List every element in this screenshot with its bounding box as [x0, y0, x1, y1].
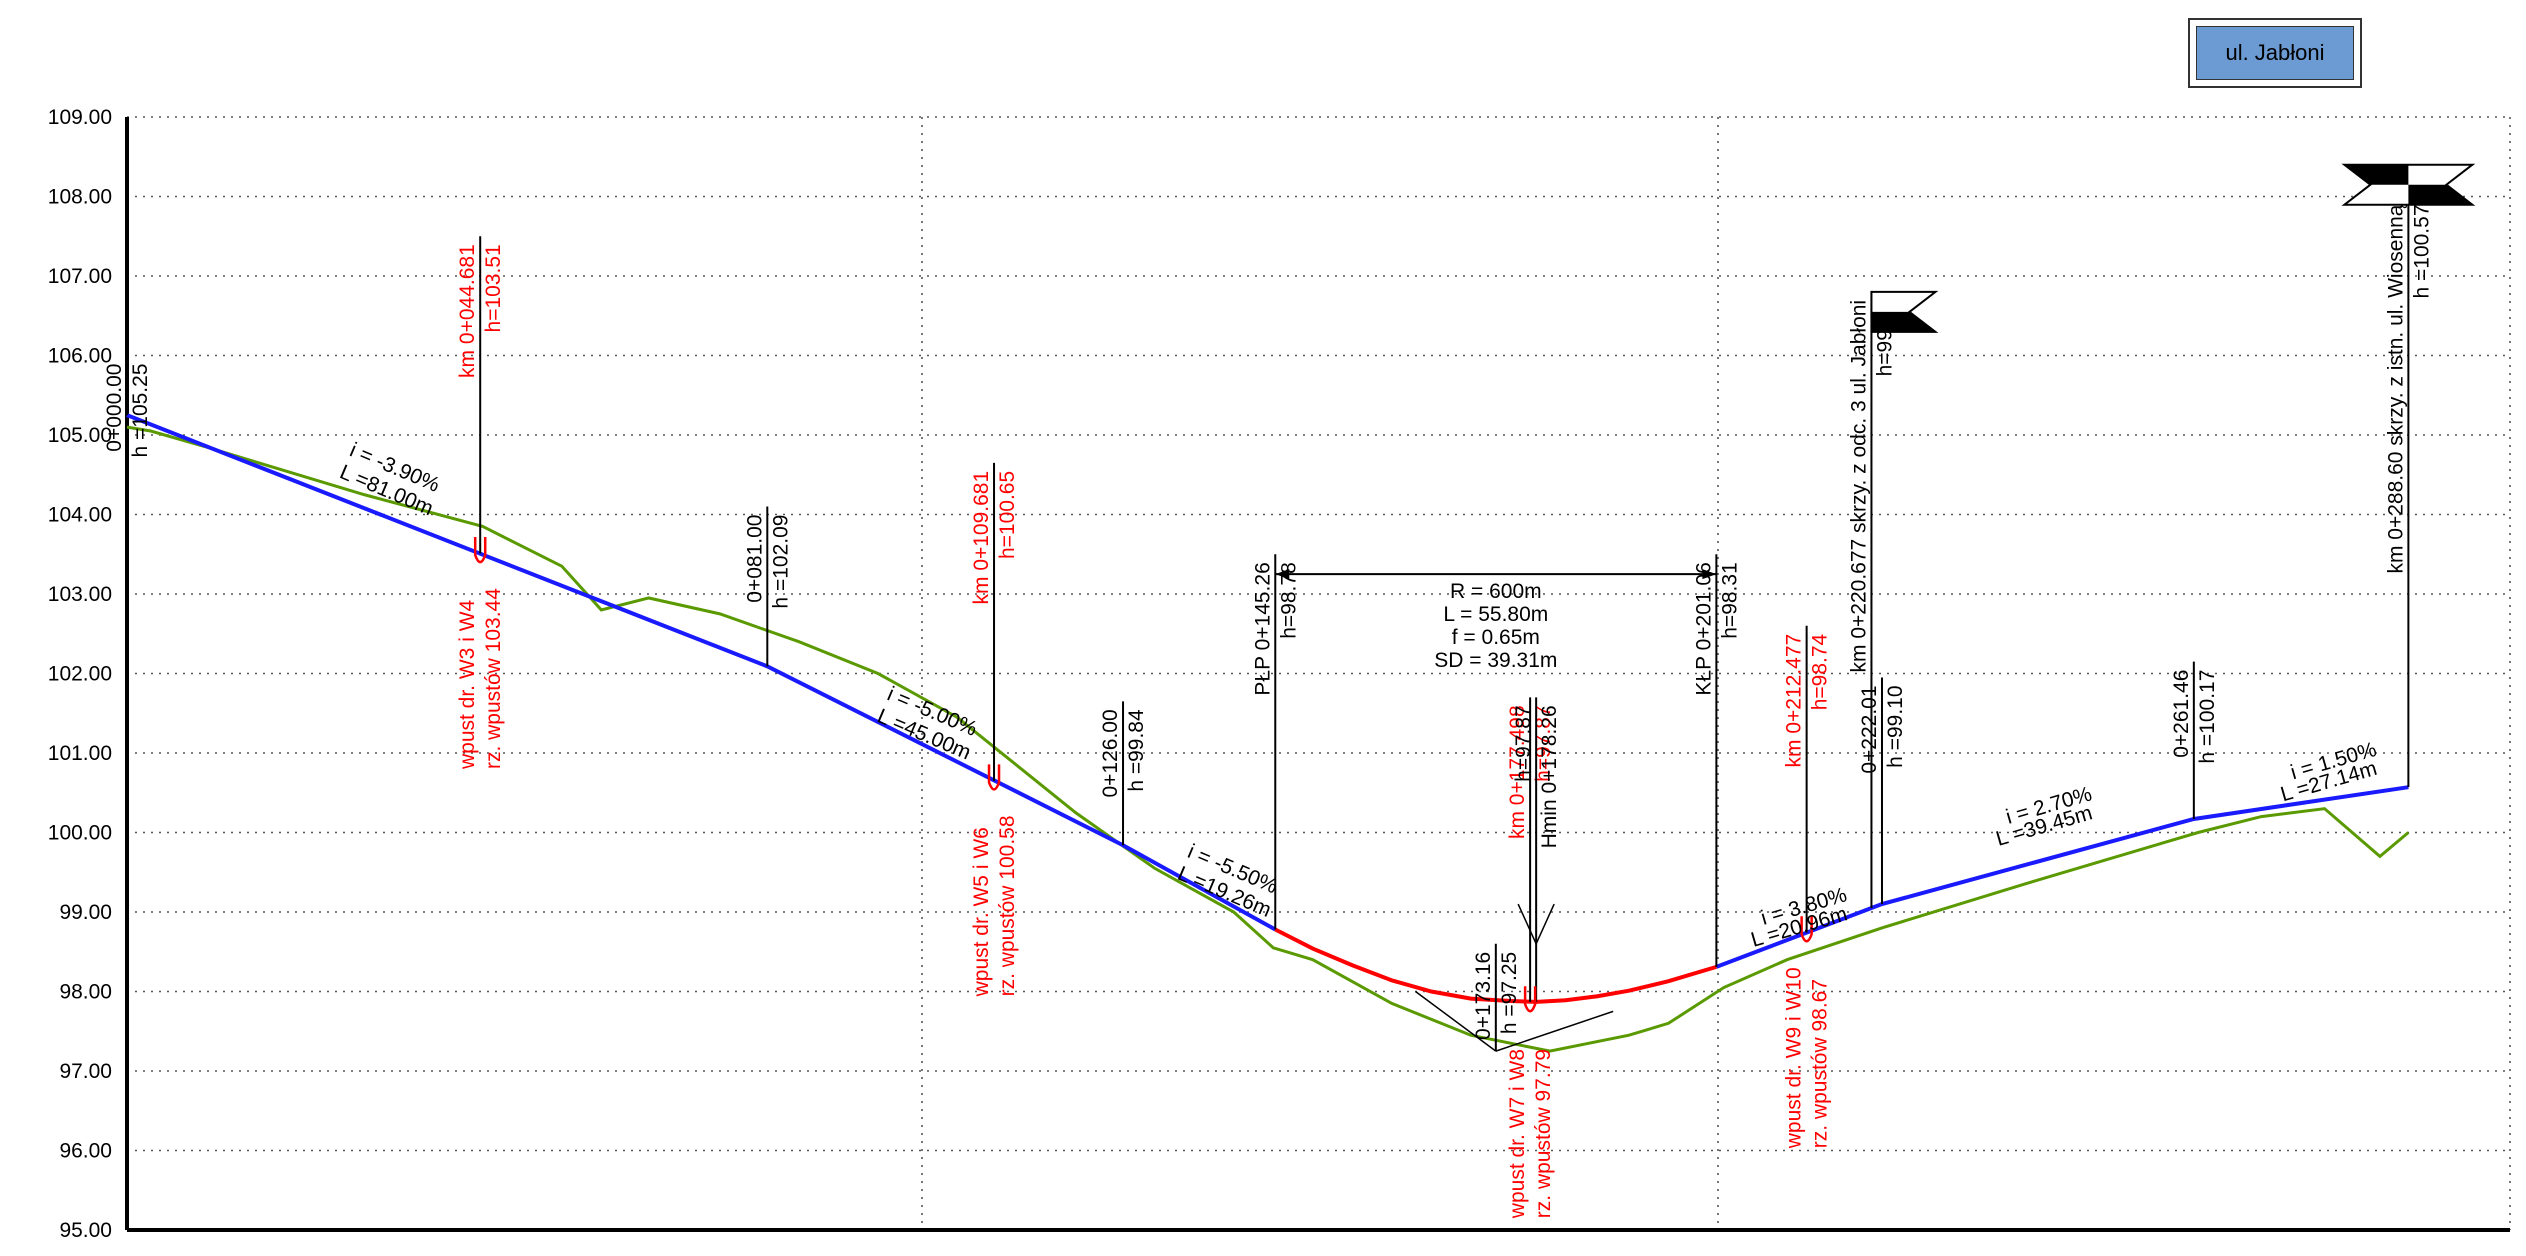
- station-height-label: h=97.87: [1532, 705, 1555, 782]
- inlet-caption: rz. wpustów 100.58: [996, 815, 1019, 996]
- station-height-label: h=98.78: [1277, 562, 1300, 639]
- station-label: km 0+044.681: [456, 244, 479, 378]
- station-height-label: h=103.51: [482, 244, 505, 332]
- series-line-design: [126, 413, 1277, 932]
- station-label: km 0+212.477: [1783, 634, 1806, 768]
- station-height-label: h =100.57: [2410, 205, 2433, 299]
- inlet-caption: wpust dr. W3 i W4: [456, 599, 479, 770]
- station-label: 0+261.46: [2170, 670, 2193, 758]
- curve-arrow-left: [1275, 569, 1290, 580]
- y-tick-label: 98.00: [59, 981, 112, 1004]
- grid: [127, 116, 2511, 1231]
- curve-parameter: f = 0.65m: [1452, 626, 1540, 649]
- station-annotations: 0+000.00 h =105.25 km 0+044.681 h=103.51 0+0…: [103, 196, 2433, 1219]
- series-line-design2: [1715, 785, 2409, 969]
- construction-line: [1415, 990, 1497, 1052]
- inlet-marker: [1523, 986, 1537, 1013]
- inlet-caption: rz. wpustów 97.79: [1532, 1049, 1555, 1218]
- street-label-box: ul. Jabłoni: [2188, 18, 2362, 88]
- markers: [1870, 163, 2476, 333]
- street-label: ul. Jabłoni: [2196, 26, 2354, 80]
- station-label: km 0+177.498: [1506, 705, 1529, 839]
- curve-arrow-right: [1702, 569, 1717, 580]
- curve-parameter: L = 55.80m: [1443, 603, 1548, 626]
- y-tick-label: 107.00: [48, 265, 112, 288]
- station-label: 0+222.01: [1858, 685, 1881, 773]
- y-tick-label: 108.00: [48, 186, 112, 209]
- station-height-label: h=98.74: [1809, 633, 1832, 710]
- junction-flag-fill: [1871, 311, 1936, 332]
- station-label: km 0+220.677 skrzy. z odc. 3 ul. Jabłoni: [1847, 300, 1870, 673]
- station-height-label: h =102.09: [769, 515, 792, 609]
- station-height-label: h =99.10: [1884, 685, 1907, 767]
- station-height-label: h =100.17: [2196, 670, 2219, 764]
- inlet-caption: rz. wpustów 98.67: [1809, 979, 1832, 1148]
- series-line-terrain: [126, 425, 2410, 1053]
- station-height-label: h=98.31: [1718, 562, 1741, 639]
- inlet-marker: [473, 537, 487, 564]
- station-label: KŁP 0+201.06: [1692, 562, 1715, 695]
- construction-line: [1495, 1010, 1614, 1052]
- y-tick-label: 97.00: [59, 1060, 112, 1083]
- station-label: 0+126.00: [1099, 709, 1122, 797]
- construction-line: [1517, 903, 1537, 945]
- construction-line: [1535, 903, 1555, 945]
- station-height-label: h=100.65: [996, 471, 1019, 559]
- inlet-caption: wpust dr. W5 i W6: [970, 827, 993, 997]
- station-height-label: h =99.84: [1125, 709, 1148, 792]
- series-line-curve: [1274, 927, 1717, 1004]
- station-height-label: h =105.25: [129, 364, 152, 458]
- inlet-caption: wpust dr. W9 i W10: [1783, 967, 1806, 1149]
- y-tick-label: 96.00: [59, 1140, 112, 1163]
- y-tick-label: 99.00: [59, 901, 112, 924]
- y-tick-label: 105.00: [48, 424, 112, 447]
- y-tick-label: 104.00: [48, 504, 112, 527]
- y-tick-label: 102.00: [48, 663, 112, 686]
- y-tick-label: 103.00: [48, 583, 112, 606]
- end-flag-fill: [2344, 164, 2409, 185]
- y-tick-label: 101.00: [48, 742, 112, 765]
- station-label: km 0+109.681: [970, 471, 993, 605]
- y-tick-label: 109.00: [48, 106, 112, 129]
- inlet-caption: rz. wpustów 103.44: [482, 588, 505, 769]
- station-label: PŁP 0+145.26: [1251, 562, 1274, 695]
- inlet-marker: [1800, 916, 1813, 943]
- y-tick-label: 106.00: [48, 345, 112, 368]
- y-axis: 95.00 96.00 97.00 98.00 99.00 100.00 101.00 102…: [48, 106, 2510, 1242]
- station-height-label: h =97.25: [1498, 952, 1521, 1034]
- inlet-caption: wpust dr. W7 i W8: [1506, 1049, 1529, 1219]
- station-height-label: Hmin 0+178.26: [1538, 705, 1561, 848]
- station-label: h=97.87: [1512, 705, 1535, 782]
- station-label: 0+000.00: [103, 364, 126, 452]
- inlet-marker: [987, 764, 1001, 791]
- curve-parameter: R = 600m: [1450, 580, 1542, 603]
- y-tick-label: 100.00: [48, 822, 112, 845]
- station-label: 0+081.00: [743, 515, 766, 603]
- station-label: km 0+288.60 skrzy. z istn. ul. Wiosenną: [2384, 204, 2407, 573]
- end-flag-fill: [2408, 184, 2473, 205]
- curve-parameter: SD = 39.31m: [1434, 649, 1557, 672]
- station-label: 0+173.16: [1472, 952, 1495, 1040]
- y-tick-label: 95.00: [59, 1219, 112, 1242]
- profile-lines: [126, 413, 2410, 1053]
